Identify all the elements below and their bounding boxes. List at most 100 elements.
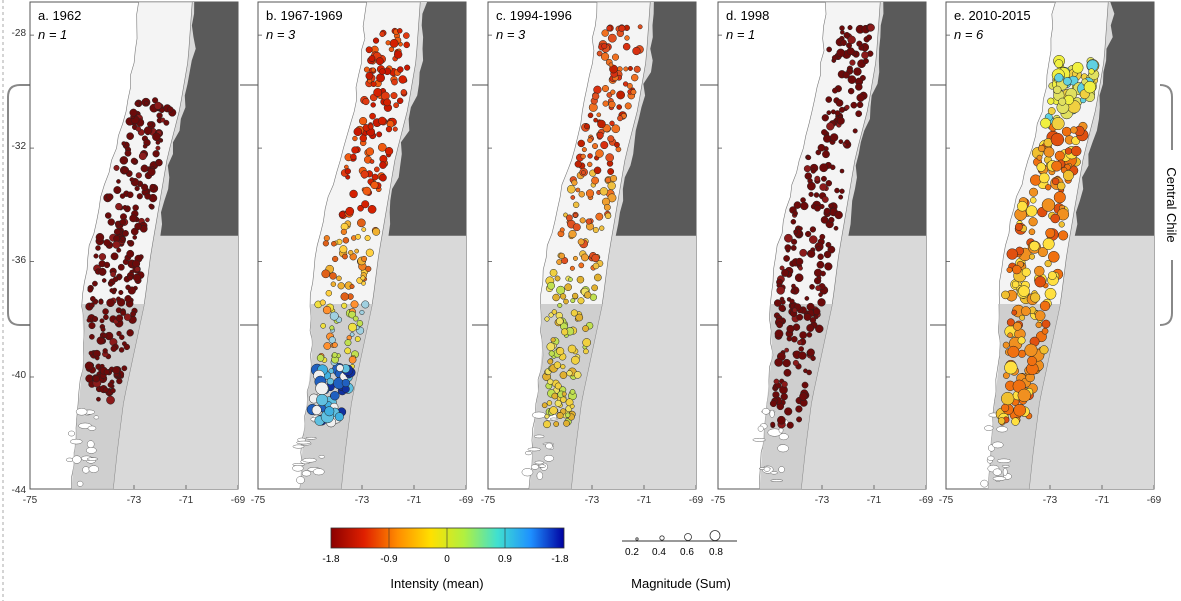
intensity-point (825, 241, 832, 248)
intensity-point (806, 369, 812, 376)
colorbar-tick: -1.8 (551, 554, 569, 565)
intensity-point (167, 106, 174, 113)
intensity-point (583, 123, 590, 130)
intensity-point (144, 192, 152, 200)
island (72, 455, 82, 464)
intensity-point (132, 259, 141, 268)
intensity-point (92, 375, 100, 383)
intensity-point (793, 229, 798, 235)
intensity-point (1027, 356, 1037, 366)
intensity-point (546, 400, 553, 406)
intensity-point (568, 277, 573, 282)
intensity-point (365, 265, 372, 272)
intensity-point (792, 210, 798, 217)
intensity-point (627, 65, 633, 71)
intensity-point (1017, 388, 1031, 403)
intensity-point (799, 331, 808, 339)
intensity-point (367, 204, 377, 214)
intensity-point (840, 30, 845, 35)
intensity-point (791, 283, 796, 289)
intensity-point (592, 92, 600, 100)
lon-tick: -75 (251, 495, 266, 506)
intensity-point (339, 245, 348, 254)
intensity-point (330, 391, 340, 401)
intensity-point (547, 358, 554, 365)
intensity-point (116, 275, 122, 281)
intensity-point (855, 83, 863, 91)
intensity-point (553, 361, 561, 369)
colorbar-tick: 0.9 (498, 554, 512, 565)
intensity-point (323, 342, 332, 350)
intensity-point (816, 260, 825, 269)
intensity-point (86, 317, 92, 323)
intensity-point (834, 187, 840, 194)
intensity-point (1088, 68, 1095, 75)
intensity-point (344, 339, 352, 347)
intensity-point (341, 378, 350, 388)
intensity-point (603, 203, 611, 211)
intensity-point (119, 193, 126, 199)
intensity-point (824, 262, 833, 271)
intensity-point (363, 66, 370, 73)
intensity-point (856, 40, 863, 47)
intensity-point (1048, 271, 1057, 280)
intensity-point (786, 324, 795, 333)
intensity-point (591, 176, 599, 185)
intensity-point (833, 225, 839, 231)
intensity-point (607, 135, 615, 143)
andes-mountains (388, 2, 466, 236)
intensity-point (1071, 61, 1084, 74)
intensity-point (365, 248, 374, 257)
intensity-point (1051, 160, 1063, 172)
intensity-point (856, 93, 865, 102)
intensity-point (92, 280, 98, 287)
intensity-point (570, 309, 578, 317)
intensity-point (591, 253, 600, 263)
intensity-point (103, 314, 109, 321)
intensity-point (323, 235, 330, 242)
intensity-point (847, 35, 856, 45)
intensity-point (838, 139, 844, 144)
intensity-point (781, 269, 789, 277)
intensity-point (375, 57, 384, 66)
intensity-point (784, 407, 793, 416)
intensity-point (96, 396, 101, 402)
intensity-point (618, 24, 626, 32)
intensity-point (1062, 170, 1074, 181)
intensity-point (369, 112, 376, 120)
intensity-point (544, 413, 550, 419)
island (996, 458, 1012, 464)
intensity-point (816, 275, 822, 281)
intensity-point (599, 187, 609, 196)
intensity-point (148, 203, 154, 209)
intensity-point (90, 296, 96, 302)
intensity-point (582, 325, 589, 332)
intensity-point (152, 150, 160, 158)
intensity-point (389, 38, 399, 48)
intensity-point (843, 31, 851, 39)
island (93, 415, 100, 420)
intensity-point (159, 107, 165, 114)
intensity-point (585, 189, 595, 198)
lon-tick: -73 (1043, 495, 1058, 506)
intensity-point (398, 75, 407, 84)
intensity-point (98, 267, 107, 276)
intensity-point (821, 129, 828, 136)
panel-title: a. 1962 (38, 8, 81, 23)
intensity-point (336, 275, 342, 282)
lon-tick: -69 (231, 495, 246, 506)
intensity-point (790, 244, 797, 251)
intensity-point (809, 317, 817, 324)
intensity-point (388, 46, 395, 53)
intensity-point (350, 300, 359, 309)
intensity-point (361, 281, 366, 286)
intensity-point (143, 126, 153, 135)
intensity-points (995, 55, 1100, 426)
intensity-point (1006, 248, 1018, 260)
intensity-point (94, 355, 100, 361)
intensity-point (130, 157, 138, 165)
intensity-point (784, 347, 789, 353)
connector-lines (240, 84, 948, 326)
intensity-point (556, 317, 564, 325)
lon-tick: -75 (939, 495, 954, 506)
